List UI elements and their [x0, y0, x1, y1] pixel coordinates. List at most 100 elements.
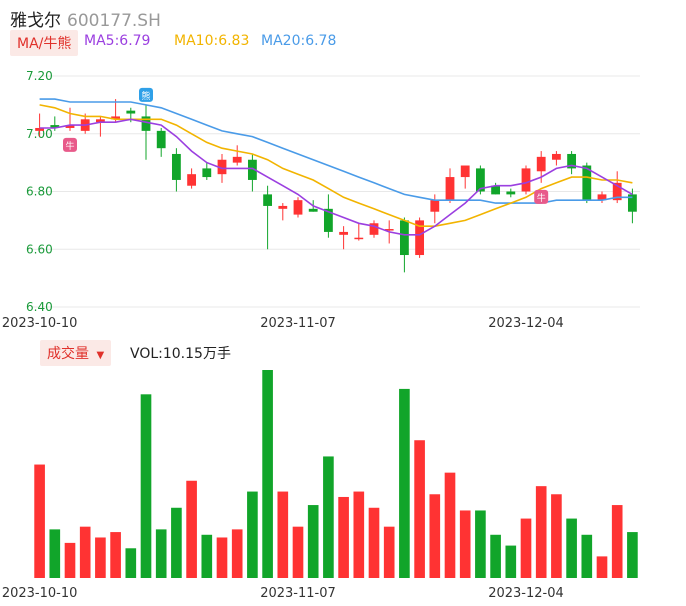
volume-bar: [277, 491, 289, 578]
candle-body: [339, 231, 349, 235]
candle-body: [278, 205, 288, 209]
volume-bar: [49, 529, 61, 578]
x-date-label: 2023-12-04: [488, 316, 564, 331]
volume-bar: [459, 510, 471, 578]
volume-bar: [399, 388, 410, 578]
candle-body: [627, 194, 637, 212]
volume-bar: [611, 505, 623, 578]
volume-bar: [64, 542, 76, 578]
volume-bar: [581, 534, 593, 578]
candle-body: [293, 200, 303, 215]
volume-bar: [307, 505, 319, 578]
candle-body: [521, 168, 531, 192]
candle-body: [171, 153, 181, 180]
ma20-legend: MA20:6.78: [261, 33, 337, 49]
candle-body: [384, 229, 394, 231]
volume-bar: [186, 480, 197, 578]
volume-value: VOL:10.15万手: [130, 346, 231, 362]
ma10-legend: MA10:6.83: [174, 33, 250, 49]
ma5-line: [39, 118, 633, 236]
volume-indicator-selector[interactable]: 成交量 ▼: [40, 340, 112, 366]
candle-body: [369, 223, 379, 235]
volume-bar: [323, 456, 334, 578]
ma10-line: [39, 104, 633, 227]
x-date-label: 2023-10-10: [2, 586, 78, 601]
candle-body: [612, 182, 622, 201]
volume-bar: [247, 491, 258, 578]
volume-bar: [596, 556, 608, 578]
candle-body: [141, 116, 151, 131]
volume-bar: [171, 507, 182, 578]
dropdown-triangle-icon: ▼: [96, 350, 105, 361]
volume-bar: [353, 491, 365, 578]
ma5-legend: MA5:6.79: [84, 33, 151, 49]
candle-body: [491, 185, 501, 195]
candle-body: [217, 159, 227, 175]
volume-bar: [95, 537, 106, 578]
volume-bar: [155, 529, 167, 578]
volume-bar: [383, 526, 395, 578]
candle-body: [536, 156, 546, 172]
candle-body: [323, 208, 333, 232]
candle-body: [430, 200, 440, 212]
volume-bar: [292, 526, 304, 578]
signal-badge: [63, 137, 77, 152]
volume-bar: [110, 532, 121, 578]
y-tick-label: 6.60: [26, 242, 53, 256]
candle-body: [95, 119, 105, 123]
signal-badge: [534, 189, 549, 204]
signal-label: 牛: [537, 192, 546, 204]
x-date-label: 2023-11-07: [260, 316, 336, 331]
volume-bar: [505, 545, 517, 578]
volume-bar: [231, 529, 243, 578]
candle-body: [111, 116, 121, 120]
volume-bar: [627, 532, 638, 578]
volume-bar: [368, 507, 380, 578]
volume-bar: [414, 440, 425, 578]
volume-bar: [444, 472, 456, 578]
volume-bar: [520, 518, 532, 578]
y-tick-label: 6.80: [26, 185, 53, 199]
volume-bar: [338, 496, 349, 578]
signal-badge: [139, 87, 153, 102]
stock-title: 雅戈尔 600177.SH: [10, 6, 161, 31]
ma20-line: [39, 98, 633, 204]
candle-body: [50, 125, 60, 128]
volume-bar: [201, 534, 213, 578]
candle-body: [35, 127, 45, 131]
stock-code: 600177.SH: [67, 11, 161, 31]
volume-bar: [34, 464, 45, 578]
candle-body: [126, 110, 136, 114]
volume-bar: [535, 486, 547, 578]
candle-body: [399, 220, 409, 256]
candle-body: [582, 165, 592, 201]
volume-indicator-label: 成交量: [47, 346, 89, 362]
y-tick-label: 7.20: [26, 69, 53, 83]
candle-body: [232, 156, 242, 163]
signal-label: 熊: [141, 90, 150, 102]
candle-body: [415, 220, 425, 256]
candle-body: [551, 153, 561, 160]
volume-bar: [475, 510, 486, 578]
candle-body: [506, 191, 516, 195]
candle-body: [567, 153, 577, 169]
volume-bar: [140, 394, 152, 578]
x-date-label: 2023-10-10: [2, 316, 78, 331]
candle-body: [597, 194, 607, 201]
candle-body: [65, 125, 75, 128]
volume-bar: [79, 526, 91, 578]
candle-body: [460, 165, 470, 178]
volume-bar: [566, 518, 577, 578]
candle-body: [445, 177, 455, 201]
signal-label: 牛: [65, 140, 74, 152]
x-date-label: 2023-12-04: [488, 586, 564, 601]
x-date-label: 2023-11-07: [260, 586, 336, 601]
volume-bar: [125, 548, 137, 578]
candle-body: [156, 130, 166, 149]
volume-bar: [262, 370, 273, 578]
candle-body: [187, 174, 197, 186]
volume-bar: [216, 537, 228, 578]
candle-body: [263, 194, 273, 206]
indicator-selector[interactable]: MA/牛熊: [10, 30, 79, 56]
